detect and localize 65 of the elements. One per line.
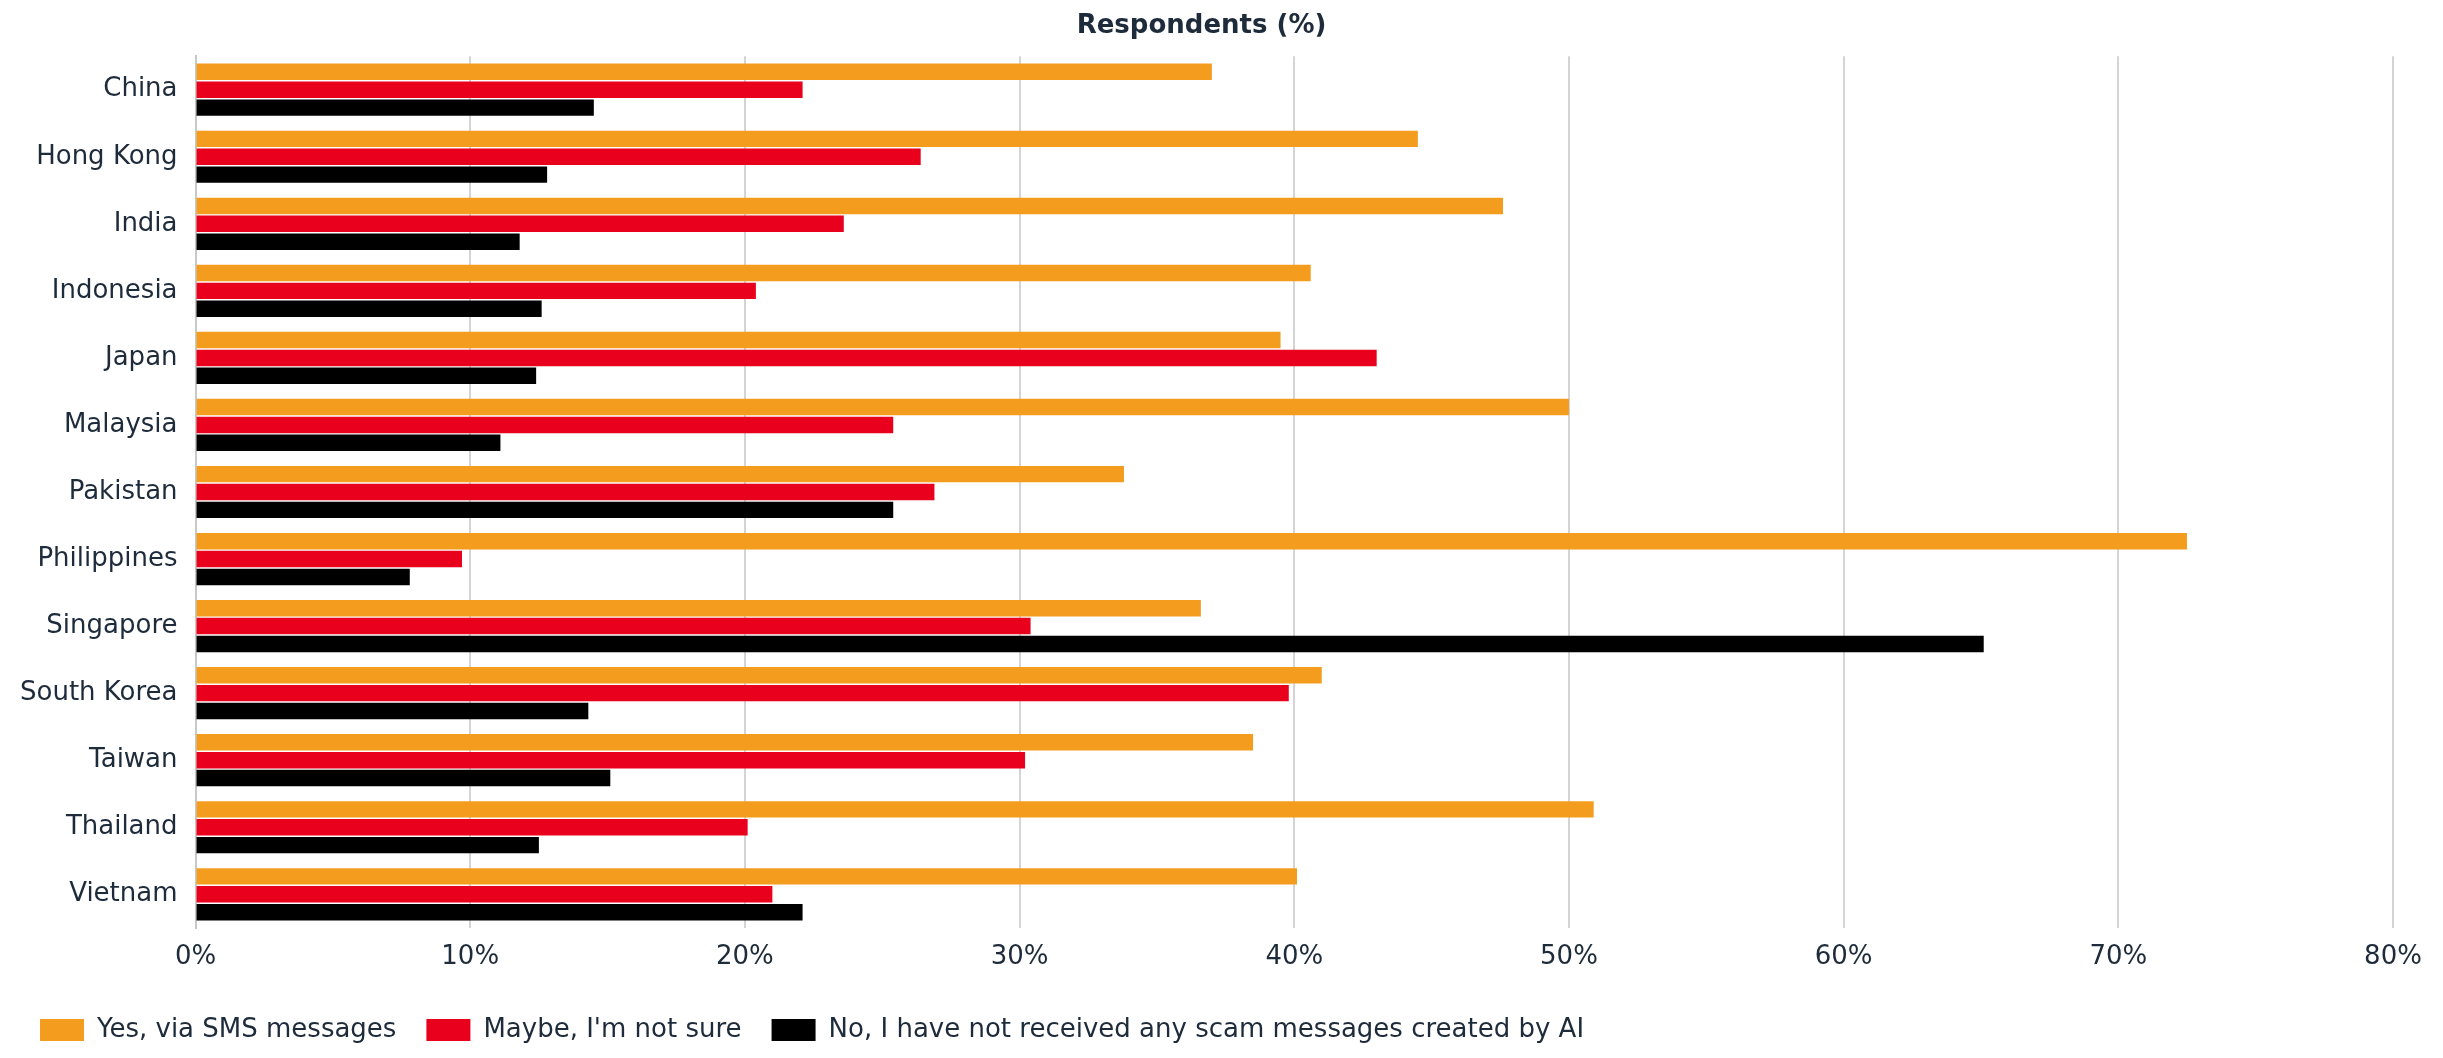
- bar: [196, 667, 1322, 684]
- y-tick-label: Taiwan: [88, 742, 178, 773]
- y-tick-label: Japan: [103, 340, 178, 371]
- bar: [196, 702, 589, 720]
- x-tick-label: 40%: [1265, 940, 1324, 971]
- bar: [196, 769, 611, 787]
- bar: [196, 349, 1377, 367]
- bar: [196, 868, 1298, 885]
- bar: [196, 532, 2187, 550]
- y-tick-label: Malaysia: [63, 407, 178, 438]
- y-tick-label: Hong Kong: [36, 139, 178, 170]
- x-tick-label: 20%: [716, 940, 774, 971]
- bar: [196, 99, 594, 116]
- bar: [196, 635, 1984, 653]
- bar: [196, 819, 748, 836]
- y-tick-label: Thailand: [64, 809, 178, 840]
- bar: [196, 63, 1212, 81]
- y-tick-label: Philippines: [37, 541, 178, 572]
- bar: [196, 886, 773, 903]
- x-tick-label: 70%: [2089, 940, 2148, 971]
- bar: [196, 264, 1311, 282]
- bar: [196, 233, 520, 250]
- bar: [196, 684, 1289, 702]
- bar: [196, 751, 1026, 769]
- y-tick-label: South Korea: [19, 675, 178, 706]
- bar: [196, 903, 803, 921]
- x-tick-label: 80%: [2364, 940, 2422, 971]
- bar: [196, 734, 1254, 751]
- bar: [196, 197, 1504, 215]
- bar: [196, 148, 921, 165]
- legend-label: No, I have not received any scam messages created by AI: [828, 1012, 1585, 1043]
- bar: [196, 617, 1031, 635]
- bar: [196, 483, 935, 501]
- y-tick-label: Vietnam: [69, 877, 178, 908]
- bar: [196, 465, 1124, 483]
- bar: [196, 416, 894, 434]
- bar: [196, 282, 756, 300]
- x-tick-label: 10%: [441, 940, 500, 971]
- y-tick-label: Singapore: [46, 608, 178, 639]
- bar: [196, 501, 894, 519]
- bar: [196, 130, 1418, 148]
- legend-label: Maybe, I'm not sure: [483, 1012, 742, 1043]
- x-tick-label: 0%: [174, 940, 217, 971]
- bar: [196, 550, 462, 568]
- bar: [196, 81, 803, 98]
- bar: [196, 300, 542, 317]
- legend-label: Yes, via SMS messages: [96, 1012, 397, 1043]
- y-tick-label: Pakistan: [68, 474, 178, 505]
- chart-title: Respondents (%): [1076, 9, 1327, 40]
- bar: [196, 398, 1569, 416]
- bar: [196, 331, 1281, 349]
- y-tick-label: India: [113, 206, 178, 237]
- bar: [196, 599, 1201, 617]
- y-tick-label: China: [103, 72, 178, 103]
- bar: [196, 568, 410, 586]
- x-tick-label: 60%: [1814, 940, 1873, 971]
- x-tick-label: 50%: [1540, 940, 1598, 971]
- bar: [196, 215, 844, 233]
- bar: [196, 836, 539, 854]
- bar: [196, 434, 501, 452]
- bar: [196, 166, 548, 183]
- y-tick-label: Indonesia: [51, 273, 178, 304]
- x-tick-label: 30%: [990, 940, 1049, 971]
- bar: [196, 801, 1594, 818]
- bar: [196, 367, 537, 385]
